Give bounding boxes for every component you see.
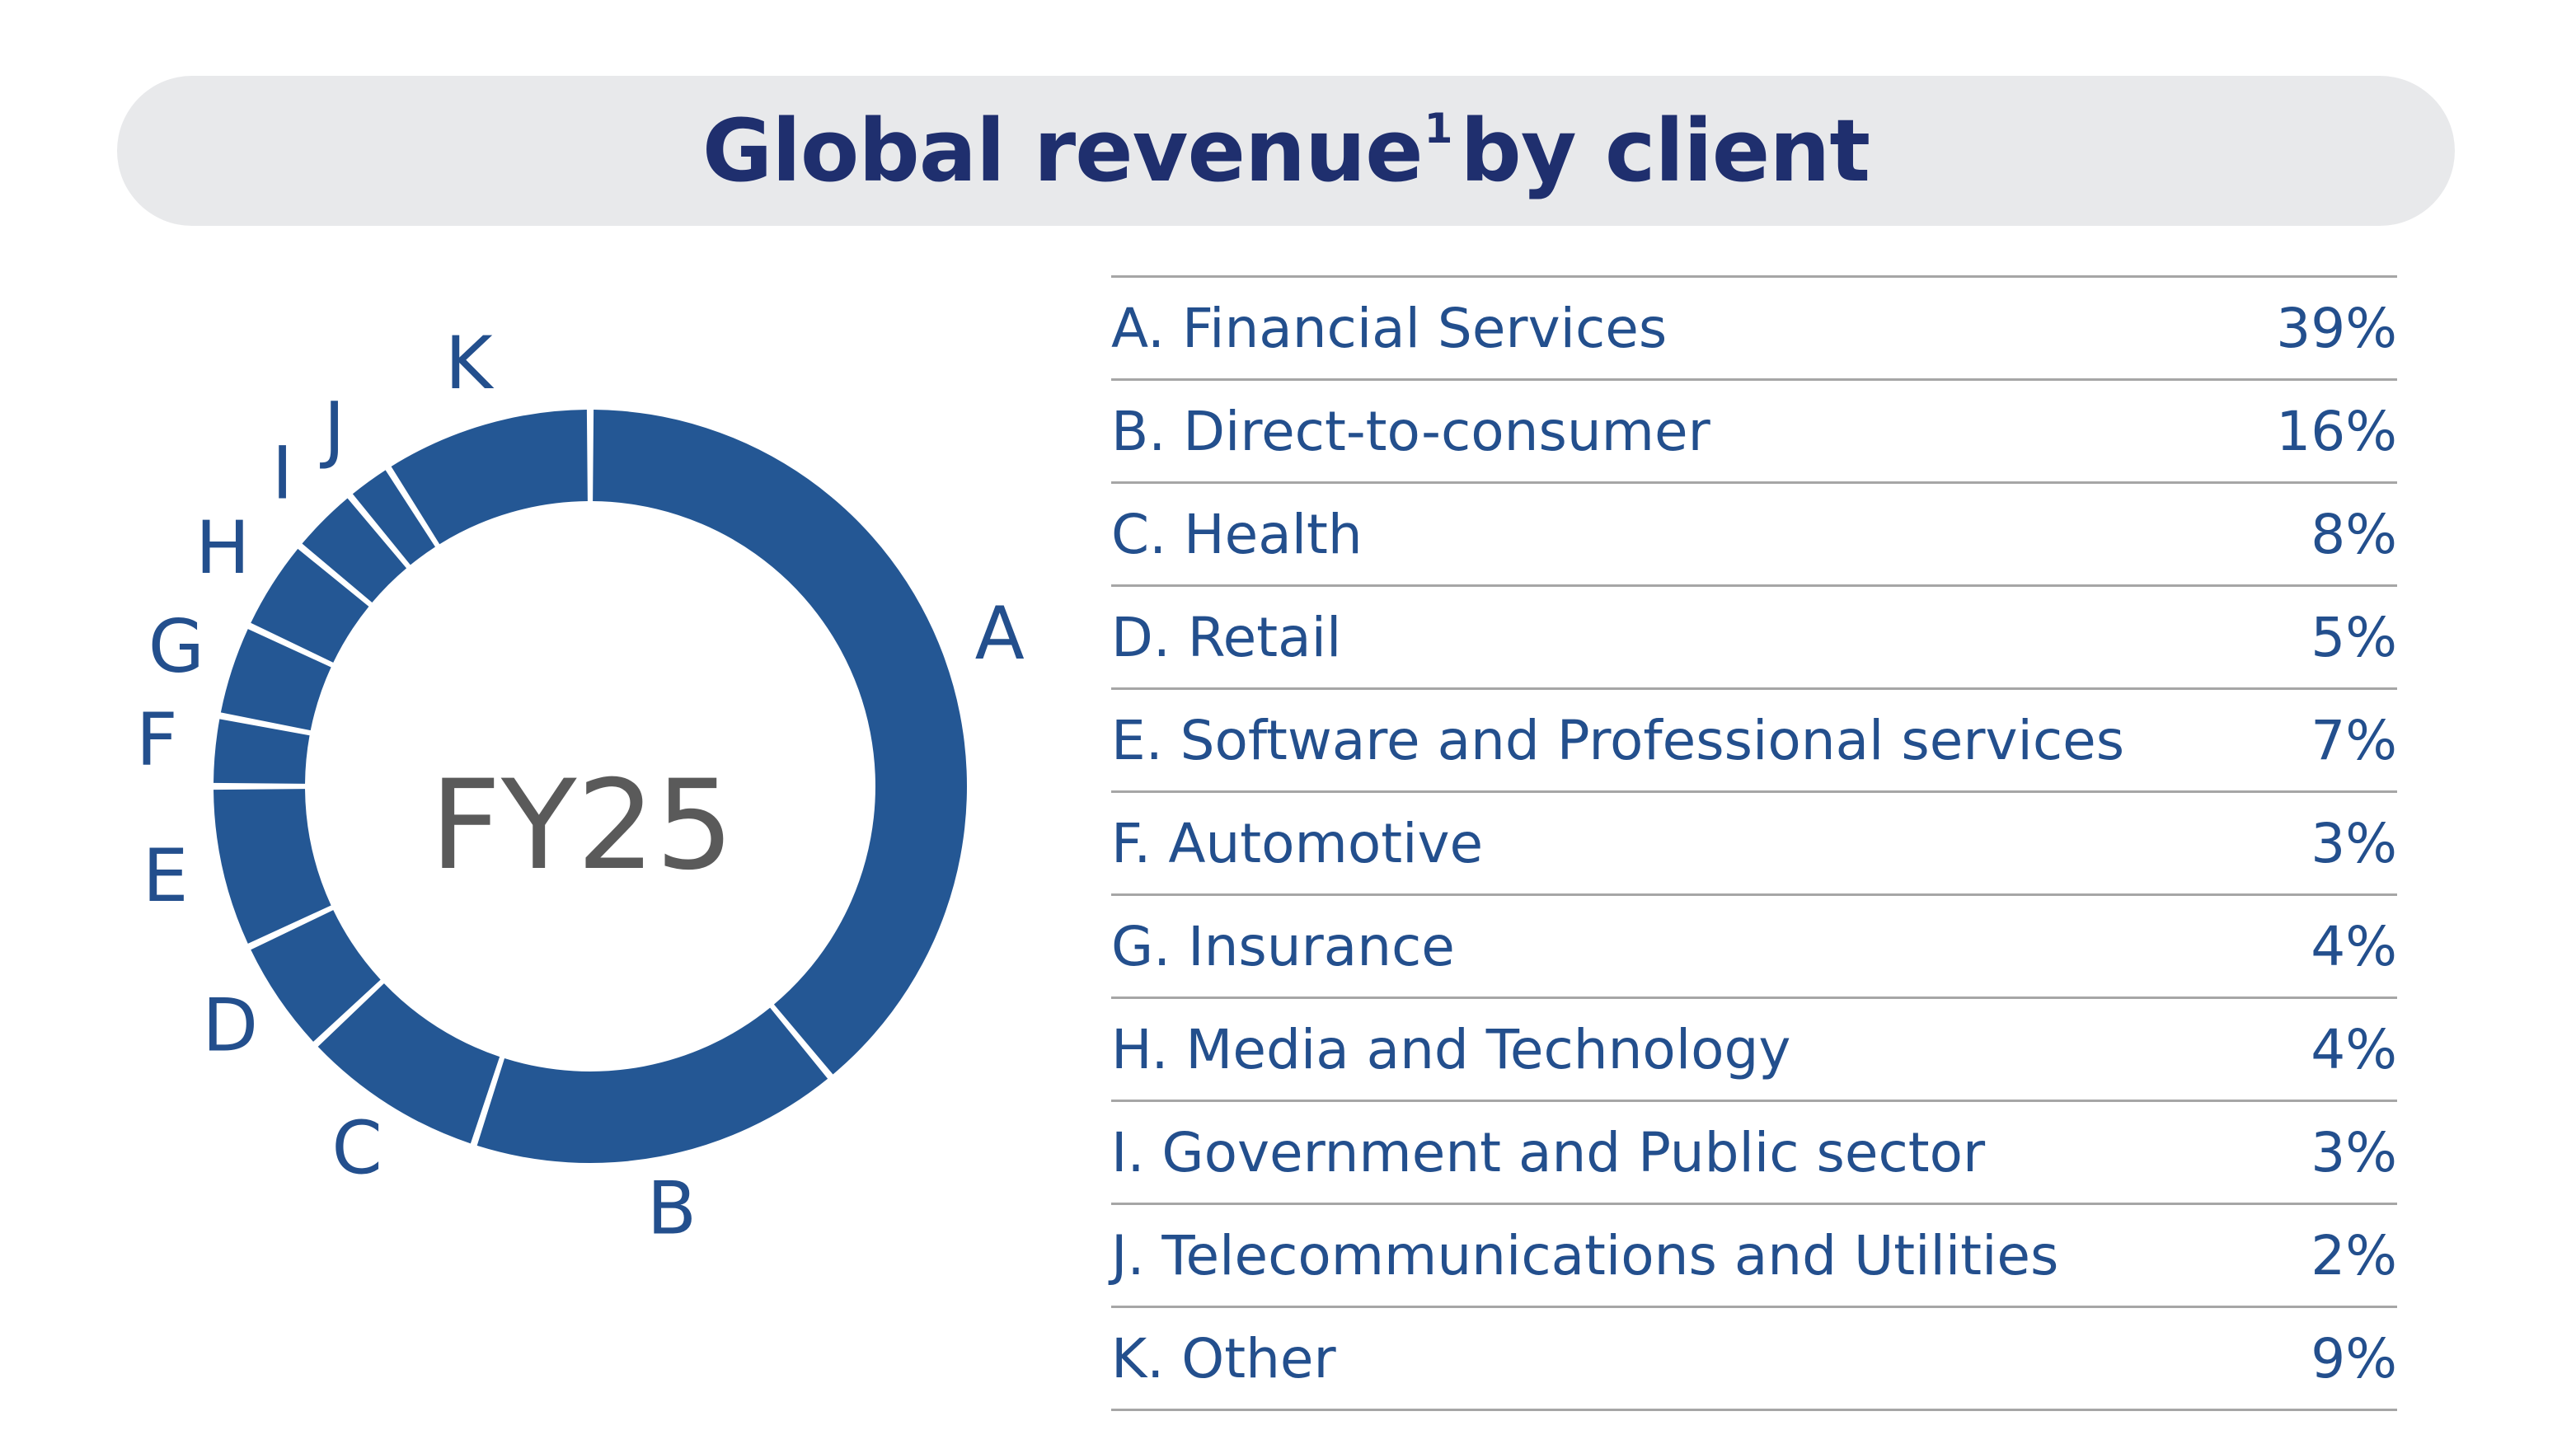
donut-slice-c [317, 983, 500, 1144]
legend-value: 4% [2311, 914, 2397, 978]
slice-label-b: B [647, 1166, 697, 1251]
title-bar: Global revenue1by client [117, 76, 2455, 226]
legend-label: A. Financial Services [1111, 296, 1668, 360]
legend-row: D. Retail 5% [1111, 584, 2397, 687]
legend-value: 5% [2311, 605, 2397, 669]
title-footnote: 1 [1424, 105, 1453, 152]
legend-value: 9% [2311, 1326, 2397, 1390]
legend-value: 39% [2276, 296, 2397, 360]
donut-slice-f [213, 719, 310, 784]
legend-label: E. Software and Professional services [1111, 708, 2125, 772]
legend-value: 7% [2311, 708, 2397, 772]
legend-value: 4% [2311, 1017, 2397, 1081]
legend-row: C. Health 8% [1111, 481, 2397, 584]
slice-label-i: I [272, 431, 293, 516]
legend-row: E. Software and Professional services 7% [1111, 687, 2397, 790]
legend-value: 3% [2311, 1120, 2397, 1184]
slice-label-f: F [136, 697, 178, 782]
legend-label: C. Health [1111, 502, 1363, 566]
donut-slice-j [352, 470, 435, 565]
legend-row: F. Automotive 3% [1111, 790, 2397, 893]
legend-row: I. Government and Public sector 3% [1111, 1100, 2397, 1203]
legend-row: G. Insurance 4% [1111, 893, 2397, 996]
slice-label-k: K [445, 321, 495, 406]
slice-label-j: J [320, 387, 345, 471]
center-label: FY25 [430, 754, 734, 898]
slice-label-d: D [202, 983, 258, 1068]
donut-slice-i [302, 498, 407, 603]
legend-value: 3% [2311, 811, 2397, 875]
legend-label: B. Direct-to-consumer [1111, 399, 1710, 463]
legend-value: 2% [2311, 1223, 2397, 1287]
legend-label: J. Telecommunications and Utilities [1111, 1223, 2059, 1287]
legend-row: K. Other 9% [1111, 1306, 2397, 1411]
legend-row: A. Financial Services 39% [1111, 275, 2397, 378]
legend-value: 8% [2311, 502, 2397, 566]
legend-row: B. Direct-to-consumer 16% [1111, 378, 2397, 481]
title-main: Global revenue [701, 101, 1424, 201]
donut-slice-e [213, 789, 331, 944]
legend-table: A. Financial Services 39% B. Direct-to-con… [1111, 275, 2397, 1411]
donut-slice-h [251, 548, 369, 663]
donut-slice-g [220, 629, 331, 731]
chart-title: Global revenue1by client [702, 101, 1870, 201]
legend-label: K. Other [1111, 1326, 1336, 1390]
slice-label-a: A [975, 591, 1025, 676]
legend-label: I. Government and Public sector [1111, 1120, 1986, 1184]
legend-value: 16% [2276, 399, 2397, 463]
slice-label-h: H [195, 505, 250, 590]
title-suffix: by client [1460, 101, 1870, 201]
legend-label: H. Media and Technology [1111, 1017, 1791, 1081]
donut-slice-a [593, 410, 967, 1075]
slice-label-c: C [331, 1106, 382, 1191]
donut-slice-d [251, 910, 381, 1042]
legend-label: G. Insurance [1111, 914, 1455, 978]
slice-label-e: E [143, 833, 189, 918]
slice-label-g: G [148, 604, 204, 689]
donut-slice-k [391, 410, 588, 545]
donut-slices [213, 410, 967, 1164]
donut-slice-b [476, 1007, 828, 1164]
legend-label: D. Retail [1111, 605, 1342, 669]
legend-label: F. Automotive [1111, 811, 1484, 875]
legend-row: H. Media and Technology 4% [1111, 996, 2397, 1100]
legend-row: J. Telecommunications and Utilities 2% [1111, 1203, 2397, 1306]
